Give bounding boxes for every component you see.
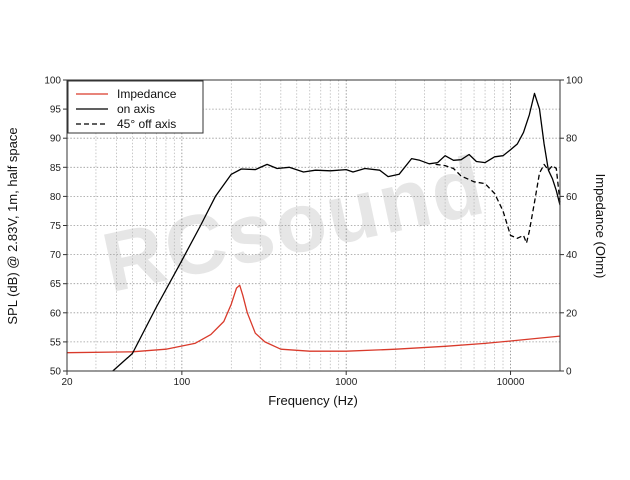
y-left-tick-label: 80	[50, 192, 62, 203]
x-axis-title: Frequency (Hz)	[268, 393, 358, 408]
legend: Impedance on axis 45° off axis	[67, 80, 204, 134]
x-tick-label: 10000	[497, 377, 525, 388]
y-right-tick-label: 20	[566, 308, 578, 319]
y-right-tick-label: 60	[566, 192, 578, 203]
y-left-tick-label: 85	[50, 163, 62, 174]
series-line-impedance	[66, 284, 561, 354]
y-left-tick-label: 70	[50, 250, 62, 261]
y-left-tick-label: 55	[50, 337, 62, 348]
tick-labels: 20 100 1000 1000050556065707580859095100020…	[44, 76, 583, 389]
y-axis-left-title: SPL (dB) @ 2.83V, 1m, half space	[5, 127, 20, 324]
legend-label-impedance: Impedance	[117, 87, 177, 101]
y-left-tick-label: 65	[50, 279, 62, 290]
y-left-tick-label: 100	[44, 76, 61, 87]
y-axis-right-title: Impedance (Ohm)	[593, 174, 608, 279]
legend-label-off-axis: 45° off axis	[117, 117, 176, 131]
plot-frame	[66, 79, 561, 372]
y-left-tick-label: 90	[50, 134, 62, 145]
y-left-tick-label: 60	[50, 308, 62, 319]
series-line-on-axis	[112, 92, 561, 372]
y-right-tick-label: 40	[566, 250, 578, 261]
x-tick-label: 1000	[335, 377, 358, 388]
legend-box	[67, 80, 204, 134]
legend-label-on-axis: on axis	[117, 102, 155, 116]
y-right-tick-label: 100	[566, 76, 583, 87]
grid	[67, 80, 560, 371]
series-line-45-off-axis	[435, 163, 561, 244]
x-tick-label: 20	[61, 377, 73, 388]
y-left-tick-label: 75	[50, 221, 62, 232]
y-right-tick-label: 80	[566, 134, 578, 145]
y-right-tick-label: 0	[566, 367, 572, 378]
x-tick-label: 100	[174, 377, 191, 388]
series-lines	[66, 92, 561, 372]
y-left-tick-label: 50	[50, 367, 62, 378]
y-left-tick-label: 95	[50, 105, 62, 116]
